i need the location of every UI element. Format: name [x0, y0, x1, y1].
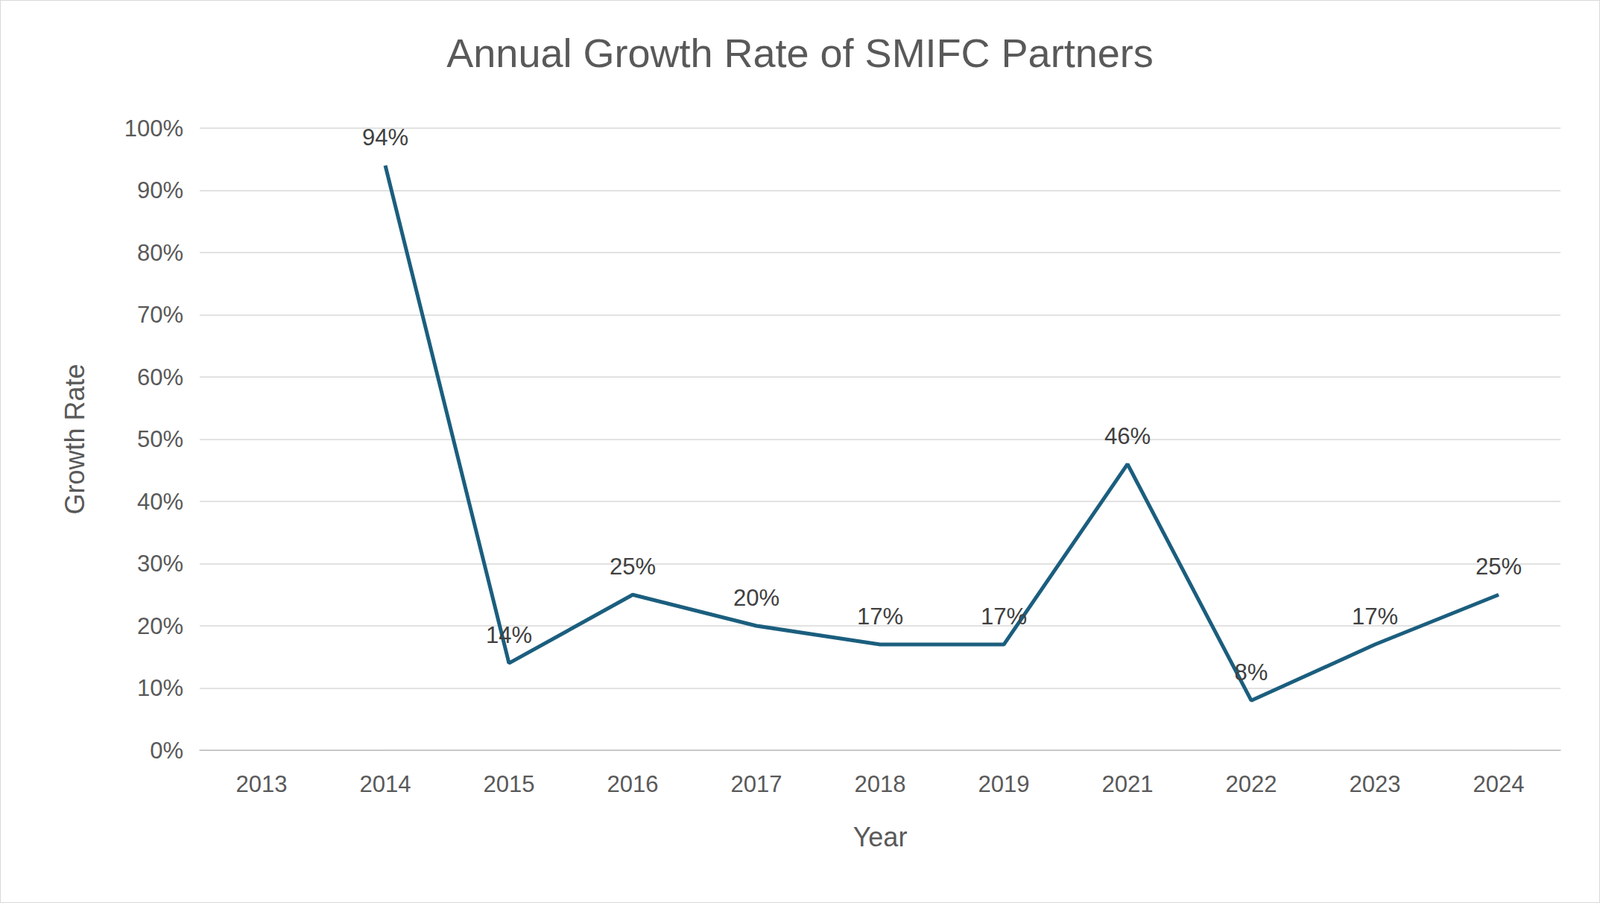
svg-text:17%: 17%	[1351, 603, 1399, 630]
svg-text:80%: 80%	[137, 239, 184, 267]
svg-text:2022: 2022	[1225, 771, 1278, 798]
svg-text:40%: 40%	[137, 488, 184, 515]
svg-text:Year: Year	[853, 821, 908, 853]
svg-text:17%: 17%	[857, 603, 904, 630]
svg-text:30%: 30%	[137, 550, 184, 577]
svg-text:Growth Rate: Growth Rate	[59, 363, 91, 515]
svg-text:50%: 50%	[137, 426, 184, 453]
svg-text:94%: 94%	[362, 124, 409, 151]
svg-text:14%: 14%	[485, 622, 533, 649]
svg-text:25%: 25%	[1475, 553, 1522, 580]
svg-text:2016: 2016	[607, 771, 659, 798]
svg-text:8%: 8%	[1234, 659, 1269, 686]
svg-text:2021: 2021	[1102, 771, 1154, 798]
svg-text:60%: 60%	[137, 364, 184, 391]
svg-text:46%: 46%	[1104, 423, 1151, 450]
svg-text:17%: 17%	[980, 603, 1027, 630]
svg-text:20%: 20%	[137, 613, 184, 640]
svg-text:2014: 2014	[359, 771, 412, 798]
svg-text:2024: 2024	[1473, 771, 1525, 798]
svg-text:100%: 100%	[124, 115, 184, 142]
svg-text:20%: 20%	[733, 585, 780, 612]
svg-text:2013: 2013	[236, 771, 288, 798]
svg-text:10%: 10%	[137, 675, 184, 702]
svg-text:70%: 70%	[137, 301, 184, 328]
svg-text:25%: 25%	[609, 553, 656, 580]
svg-text:2018: 2018	[854, 771, 907, 798]
svg-text:2017: 2017	[731, 771, 783, 798]
svg-text:2023: 2023	[1349, 771, 1402, 798]
svg-text:0%: 0%	[149, 737, 184, 764]
svg-text:2019: 2019	[978, 771, 1030, 798]
svg-text:90%: 90%	[137, 177, 184, 204]
svg-text:Annual Growth Rate of SMIFC Pa: Annual Growth Rate of SMIFC Partners	[446, 30, 1153, 76]
svg-text:2015: 2015	[483, 771, 536, 798]
